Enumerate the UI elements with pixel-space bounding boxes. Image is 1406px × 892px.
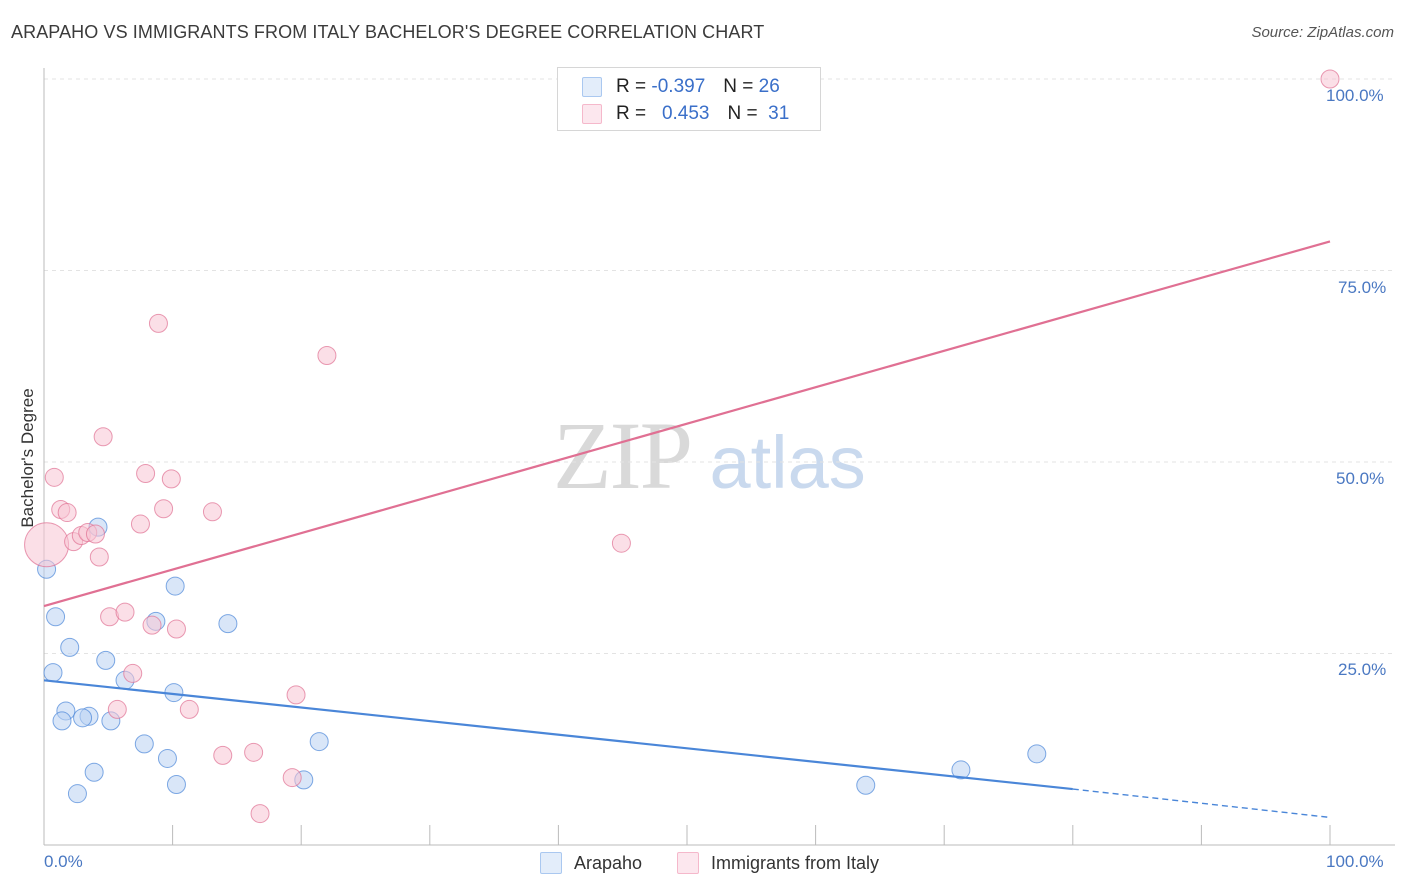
- point-italy: [282, 768, 302, 788]
- point-arapaho: [84, 762, 104, 782]
- point-italy: [115, 602, 135, 622]
- point-italy: [24, 522, 70, 568]
- point-arapaho: [157, 748, 177, 768]
- bottom-legend-italy: Immigrants from Italy: [677, 852, 879, 874]
- point-italy: [1320, 69, 1340, 89]
- point-arapaho: [60, 637, 80, 657]
- legend-r-label: R =: [616, 76, 647, 97]
- point-arapaho: [134, 734, 154, 754]
- point-italy: [154, 499, 174, 519]
- point-italy: [57, 503, 77, 523]
- point-arapaho: [67, 784, 87, 804]
- trend-line-arapaho: [43, 679, 1073, 791]
- legend-n-value: 31: [768, 103, 790, 124]
- y-tick-label-100: 100.0%: [1326, 86, 1384, 105]
- trend-line-italy: [43, 240, 1331, 608]
- point-italy: [130, 514, 150, 534]
- legend-n-value: 26: [758, 76, 780, 97]
- point-arapaho: [1027, 744, 1047, 764]
- point-italy: [317, 346, 337, 366]
- point-italy: [286, 685, 306, 705]
- point-arapaho: [96, 650, 116, 670]
- legend-n-label: N =: [723, 76, 754, 97]
- point-italy: [123, 663, 143, 683]
- point-arapaho: [856, 775, 876, 795]
- legend-n-label: N =: [727, 103, 758, 124]
- chart-source: Source: ZipAtlas.com: [1251, 24, 1394, 41]
- point-italy: [166, 619, 186, 639]
- legend-row-arapaho: R = -0.397 N = 26: [582, 76, 780, 98]
- point-italy: [142, 615, 162, 635]
- point-italy: [85, 524, 105, 544]
- point-arapaho: [46, 607, 66, 627]
- chart-title: ARAPAHO VS IMMIGRANTS FROM ITALY BACHELO…: [11, 22, 765, 42]
- point-italy: [89, 547, 109, 567]
- legend-swatch-arapaho: [582, 77, 602, 97]
- point-italy: [136, 463, 156, 483]
- legend-label-italy: Immigrants from Italy: [711, 852, 880, 873]
- legend-swatch-italy: [582, 104, 602, 124]
- point-arapaho: [52, 711, 72, 731]
- point-italy: [611, 533, 631, 553]
- y-tick-label-50: 50.0%: [1336, 469, 1385, 488]
- legend-r-label: R =: [616, 103, 647, 124]
- point-italy: [179, 699, 199, 719]
- legend-label-arapaho: Arapaho: [574, 852, 643, 873]
- point-italy: [161, 469, 181, 489]
- point-arapaho: [166, 774, 186, 794]
- y-tick-label-25: 25.0%: [1338, 660, 1387, 679]
- point-italy: [244, 742, 264, 762]
- point-italy: [107, 699, 127, 719]
- x-tick-label-0: 0.0%: [44, 852, 83, 871]
- y-axis-label: Bachelor's Degree: [18, 388, 37, 528]
- point-italy: [202, 502, 222, 522]
- point-arapaho: [309, 732, 329, 752]
- point-italy: [250, 804, 270, 824]
- legend-r-value: -0.397: [651, 76, 706, 97]
- x-tick-label-100: 100.0%: [1326, 852, 1384, 871]
- point-arapaho: [73, 708, 93, 728]
- point-arapaho: [218, 614, 238, 634]
- trend-line-dashed-arapaho: [1072, 788, 1331, 819]
- point-italy: [213, 745, 233, 765]
- legend-r-value: 0.453: [661, 103, 710, 124]
- point-arapaho: [951, 760, 971, 780]
- correlation-legend: R = -0.397 N = 26 R = 0.453 N = 31: [557, 67, 821, 131]
- point-arapaho: [43, 663, 63, 683]
- legend-swatch-italy: [677, 852, 699, 874]
- legend-row-italy: R = 0.453 N = 31: [582, 103, 789, 125]
- y-tick-label-75: 75.0%: [1338, 278, 1387, 297]
- point-italy: [44, 467, 64, 487]
- point-italy: [148, 313, 168, 333]
- point-arapaho: [165, 576, 185, 596]
- legend-swatch-arapaho: [540, 852, 562, 874]
- point-italy: [93, 427, 113, 447]
- bottom-legend-arapaho: Arapaho: [540, 852, 642, 874]
